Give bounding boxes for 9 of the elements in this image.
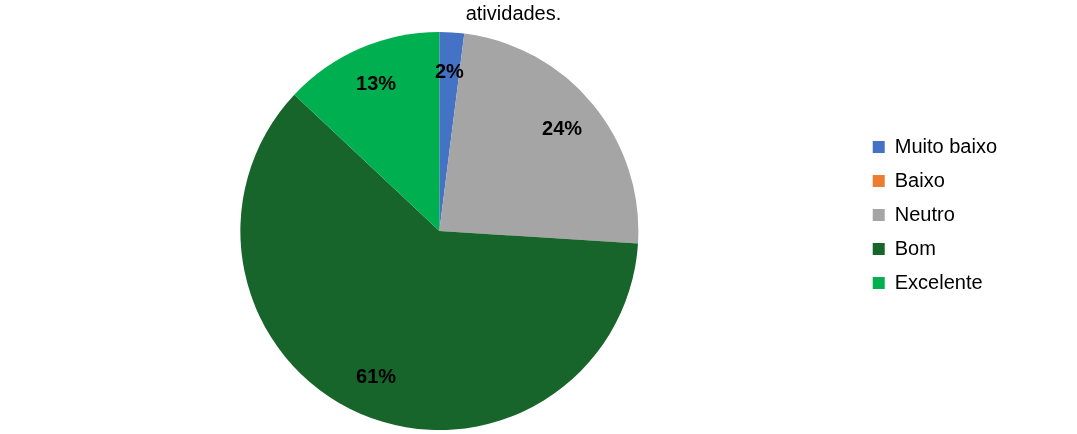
legend-label: Neutro (894, 202, 955, 225)
legend-label: Bom (894, 236, 936, 259)
legend-label: Muito baixo (894, 134, 998, 157)
data-label: 61% (356, 364, 397, 387)
data-label: 24% (542, 117, 583, 140)
legend-label: Baixo (894, 168, 945, 191)
legend-label: Excelente (894, 270, 983, 293)
data-label: 13% (356, 72, 397, 95)
chart-title: atividades. (465, 1, 562, 24)
